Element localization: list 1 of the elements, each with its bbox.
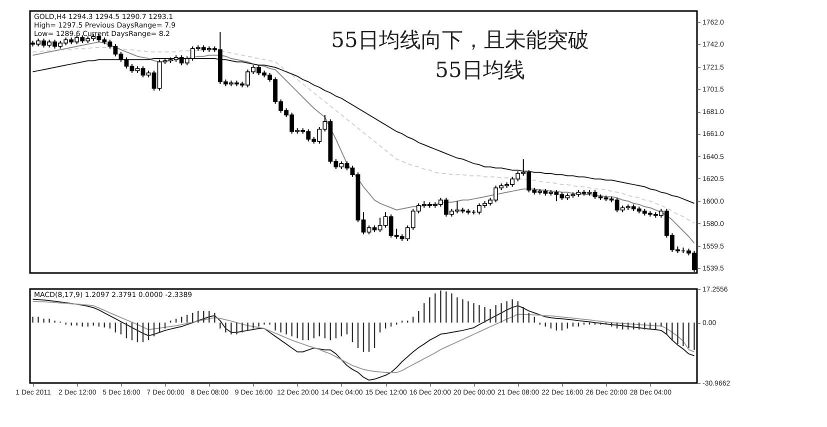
annotation: 55日均线向下，且未能突破 55日均线 [331, 28, 589, 82]
